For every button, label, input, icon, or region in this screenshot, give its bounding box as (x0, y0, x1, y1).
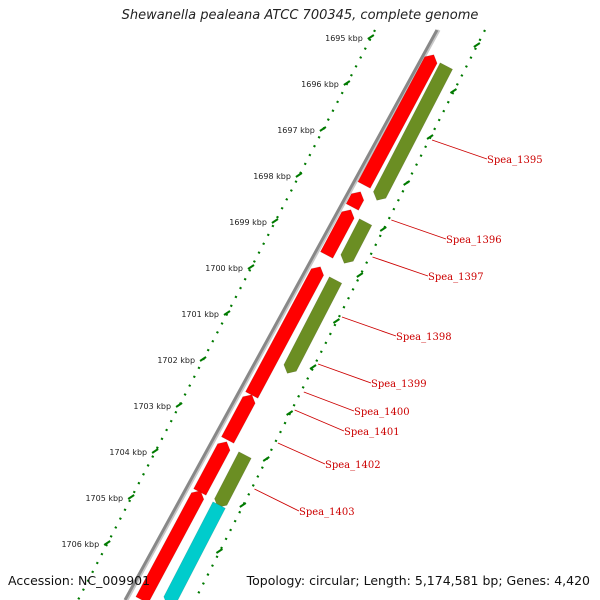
inner-tick-mark (262, 456, 270, 462)
tick-label: 1698 kbp (253, 172, 291, 181)
gene-label: Spea_1402 (325, 460, 381, 471)
reverse-gene (340, 218, 373, 264)
gene-label-leader (341, 316, 397, 337)
tick-label: 1704 kbp (109, 448, 147, 457)
gene-label: Spea_1401 (344, 427, 400, 438)
tick-mark (199, 356, 207, 362)
map-title: Shewanella pealeana ATCC 700345, complet… (121, 8, 479, 23)
tick-mark (223, 310, 231, 316)
gene-label-leader (317, 363, 372, 384)
tick-mark (103, 540, 111, 546)
forward-gene (345, 191, 365, 211)
backbone-shadow (125, 29, 441, 600)
gene-label-leader (254, 488, 300, 512)
inner-tick-mark (356, 272, 364, 278)
forward-gene (320, 209, 355, 259)
inner-tick-mark (403, 180, 411, 186)
gene-label: Spea_1399 (371, 379, 427, 390)
reverse-gene (214, 451, 252, 508)
tick-mark (367, 34, 375, 40)
tick-label: 1696 kbp (301, 80, 339, 89)
reverse-gene (283, 276, 343, 374)
gene-label-leader (431, 139, 488, 160)
gene-label: Spea_1396 (446, 235, 502, 246)
outer-tick-ring (77, 29, 376, 600)
inner-tick-mark (239, 502, 247, 508)
tick-label: 1701 kbp (181, 310, 219, 319)
gene-label-leader (391, 219, 447, 240)
tick-label: 1706 kbp (61, 540, 99, 549)
inner-tick-mark (449, 88, 458, 94)
tick-mark (343, 80, 351, 86)
tick-mark (319, 126, 327, 132)
gene-label-leader (372, 256, 429, 277)
inner-tick-mark (426, 134, 434, 140)
tick-mark (247, 264, 255, 270)
inner-tick-mark (215, 548, 223, 554)
gene-label-leader (277, 442, 326, 465)
tick-mark (295, 172, 303, 178)
accession-text: Accession: NC_009901 (8, 573, 151, 588)
inner-tick-mark (473, 42, 481, 48)
inner-tick-mark (332, 318, 340, 324)
tick-mark (271, 218, 279, 224)
rna-gene (163, 501, 226, 600)
gene-label: Spea_1395 (487, 155, 543, 166)
inner-tick-mark (286, 410, 294, 416)
gene-label: Spea_1403 (299, 507, 355, 518)
tick-label: 1699 kbp (229, 218, 267, 227)
gene-label: Spea_1398 (396, 332, 452, 343)
forward-gene (357, 54, 438, 189)
reverse-gene (373, 62, 453, 201)
forward-gene (221, 394, 256, 444)
tick-label: 1695 kbp (325, 34, 363, 43)
inner-tick-mark (309, 364, 317, 370)
gene-label: Spea_1397 (428, 272, 484, 283)
tick-label: 1700 kbp (205, 264, 243, 273)
tick-mark (151, 448, 159, 454)
tick-label: 1703 kbp (133, 402, 171, 411)
gene-label-leader (294, 409, 345, 432)
tick-label: 1702 kbp (157, 356, 195, 365)
forward-gene (135, 490, 205, 600)
tick-mark (175, 402, 183, 408)
genome-summary-text: Topology: circular; Length: 5,174,581 bp… (246, 573, 590, 588)
genome-backbone (123, 29, 439, 600)
tick-label: 1705 kbp (85, 494, 123, 503)
tick-label: 1697 kbp (277, 126, 315, 135)
gene-label-leader (303, 391, 355, 412)
tick-mark (127, 494, 135, 500)
gene-label: Spea_1400 (354, 407, 410, 418)
inner-tick-mark (379, 226, 387, 232)
